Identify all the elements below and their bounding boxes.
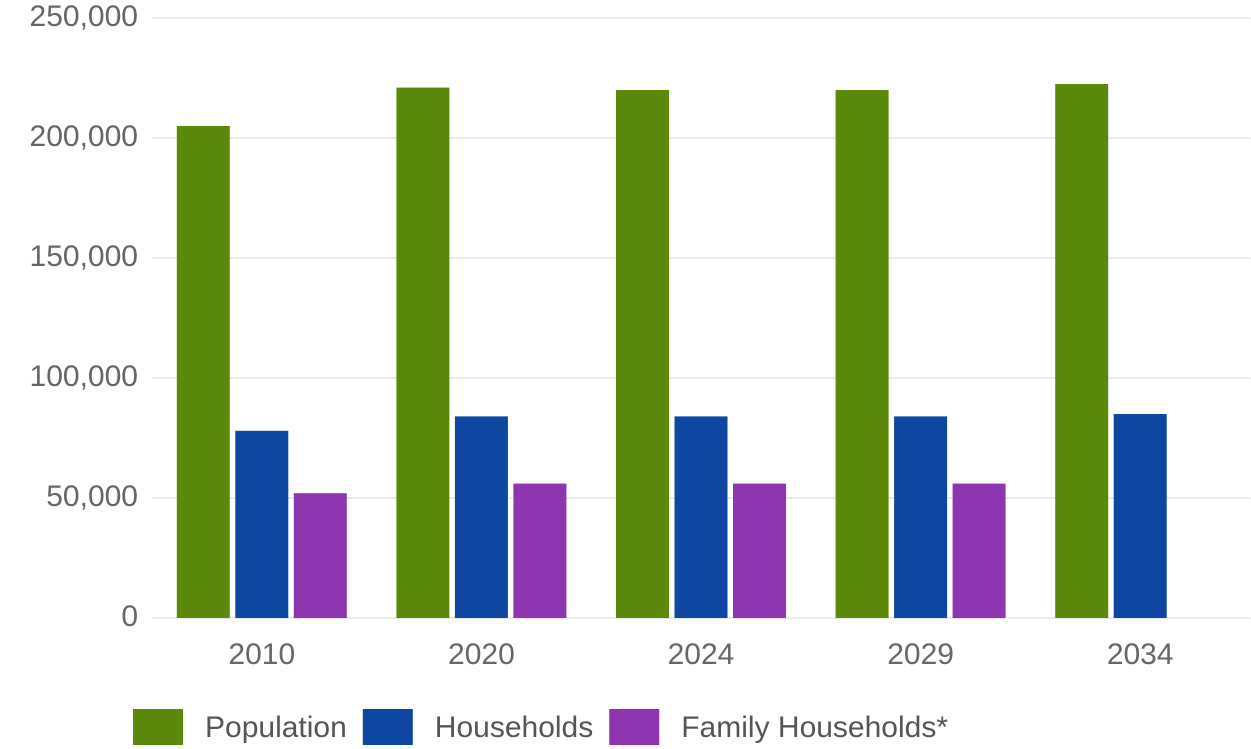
x-tick-label: 2020 <box>448 638 515 671</box>
bar <box>952 483 1006 618</box>
bar <box>1055 84 1109 618</box>
x-tick-label: 2029 <box>887 638 954 671</box>
legend-swatch <box>133 709 183 745</box>
bar <box>454 416 508 618</box>
y-tick-label: 150,000 <box>30 240 138 273</box>
bar <box>235 430 289 618</box>
legend-label: Population <box>205 711 347 744</box>
y-tick-label: 100,000 <box>30 360 138 393</box>
legend-swatch <box>609 709 660 745</box>
bar <box>733 483 786 618</box>
y-tick-label: 200,000 <box>30 120 138 153</box>
y-tick-label: 50,000 <box>46 480 138 513</box>
x-tick-label: 2010 <box>228 638 295 671</box>
bar <box>176 126 230 618</box>
bar <box>396 87 450 619</box>
x-tick-label: 2034 <box>1107 638 1174 671</box>
x-tick-label: 2024 <box>668 638 735 671</box>
y-tick-label: 250,000 <box>30 0 138 33</box>
bar <box>894 416 948 618</box>
bar <box>616 90 669 618</box>
bar <box>293 493 347 618</box>
legend-label: Family Households* <box>681 711 948 744</box>
legend-label: Households <box>435 711 593 744</box>
bar <box>1113 414 1167 618</box>
y-tick-label: 0 <box>121 600 138 633</box>
legend-swatch <box>362 709 413 745</box>
bar <box>513 483 567 618</box>
bar <box>674 416 728 618</box>
bar <box>835 90 889 618</box>
